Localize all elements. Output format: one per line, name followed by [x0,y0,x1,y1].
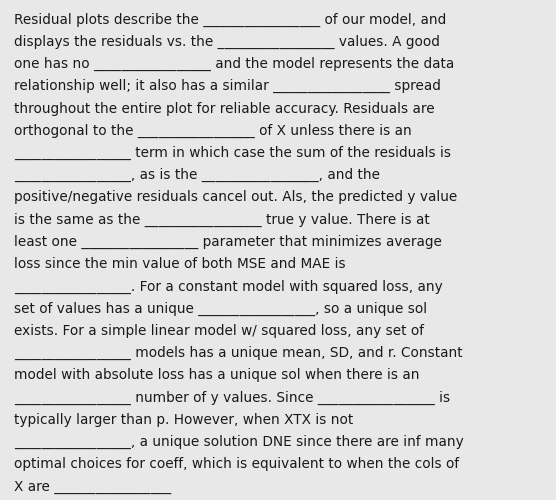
Text: _________________, a unique solution DNE since there are inf many: _________________, a unique solution DNE… [14,435,464,450]
Text: _________________. For a constant model with squared loss, any: _________________. For a constant model … [14,280,443,293]
Text: displays the residuals vs. the _________________ values. A good: displays the residuals vs. the _________… [14,35,440,49]
Text: orthogonal to the _________________ of X unless there is an: orthogonal to the _________________ of X… [14,124,411,138]
Text: loss since the min value of both MSE and MAE is: loss since the min value of both MSE and… [14,257,345,271]
Text: one has no _________________ and the model represents the data: one has no _________________ and the mod… [14,57,454,71]
Text: exists. For a simple linear model w/ squared loss, any set of: exists. For a simple linear model w/ squ… [14,324,424,338]
Text: typically larger than p. However, when XTX is not: typically larger than p. However, when X… [14,413,353,427]
Text: least one _________________ parameter that minimizes average: least one _________________ parameter th… [14,235,442,249]
Text: _________________ number of y values. Since _________________ is: _________________ number of y values. Si… [14,391,450,405]
Text: _________________, as is the _________________, and the: _________________, as is the ___________… [14,168,380,182]
Text: Residual plots describe the _________________ of our model, and: Residual plots describe the ____________… [14,12,446,26]
Text: positive/negative residuals cancel out. Als, the predicted y value: positive/negative residuals cancel out. … [14,190,457,204]
Text: relationship well; it also has a similar _________________ spread: relationship well; it also has a similar… [14,80,441,94]
Text: throughout the entire plot for reliable accuracy. Residuals are: throughout the entire plot for reliable … [14,102,435,116]
Text: optimal choices for coeff, which is equivalent to when the cols of: optimal choices for coeff, which is equi… [14,458,459,471]
Text: is the same as the _________________ true y value. There is at: is the same as the _________________ tru… [14,213,430,227]
Text: X are _________________: X are _________________ [14,480,171,494]
Text: _________________ term in which case the sum of the residuals is: _________________ term in which case the… [14,146,451,160]
Text: model with absolute loss has a unique sol when there is an: model with absolute loss has a unique so… [14,368,419,382]
Text: _________________ models has a unique mean, SD, and r. Constant: _________________ models has a unique me… [14,346,463,360]
Text: set of values has a unique _________________, so a unique sol: set of values has a unique _____________… [14,302,427,316]
